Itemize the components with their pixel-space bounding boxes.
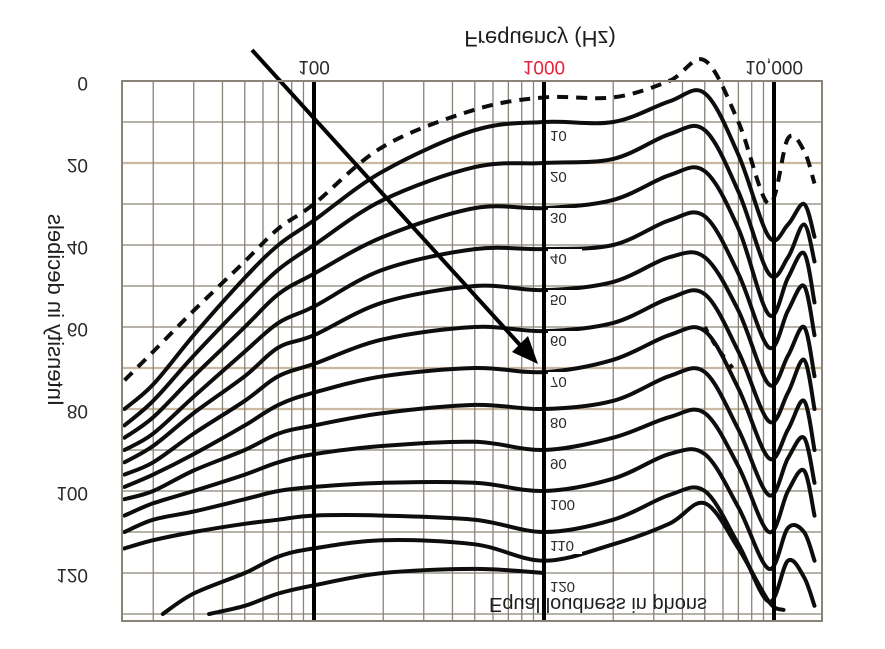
major-frequency-lines [312,81,776,621]
phon-label-bg [548,126,582,144]
y-tick-label: 0 [77,72,88,93]
y-tick-label: 100 [56,482,88,503]
phon-label: 60 [550,332,567,349]
phon-label-bg [548,290,582,308]
arrow-head-icon [512,336,538,364]
phon-label: 40 [550,250,567,267]
phon-label-bg [548,577,582,595]
y-tick-label: 80 [67,400,88,421]
curve-10-phon [122,88,817,411]
annotation-arrow [250,48,538,364]
x-axis-title: Frequency (Hz) [464,26,616,51]
phon-label: 110 [550,537,574,554]
phon-label-bg [548,372,582,390]
phon-label: 120 [550,578,575,595]
phon-label: 10 [550,127,567,144]
y-tick-label: 40 [67,236,88,257]
phon-label-bg [548,495,582,513]
x-tick-label: 100 [298,56,330,77]
phon-contour-labels: 10 20 30 40 50 60 70 80 90 100 110 120 [548,126,582,595]
phon-label-bg [548,454,582,472]
phon-label: 20 [550,168,567,185]
phon-label: 50 [550,291,567,308]
y-tick-label: 120 [56,564,88,585]
phon-label-bg [548,536,582,554]
y-tick-label: 20 [67,154,88,175]
phon-label: 30 [550,209,567,226]
phon-label: 100 [550,496,575,513]
phon-label: 80 [550,414,567,431]
phon-label-bg [548,331,582,349]
chart-title: Equal loudness in phons [489,593,707,615]
phon-label-bg [548,167,582,185]
plot-frame [121,80,823,622]
curve-50-phon [122,250,817,465]
phon-label: 70 [550,373,567,390]
x-tick-label: 1000 [523,56,565,77]
y-axis-title: Intensity in decibels [43,214,68,406]
phon-label: 90 [550,455,567,472]
x-tick-label: 10,000 [745,56,803,77]
curve-40-phon [122,210,817,452]
phon-label-bg [548,208,582,226]
loudness-curves [122,57,817,616]
phon-label-bg [548,249,582,267]
curve-90-phon [122,407,817,535]
y-tick-label: 60 [67,318,88,339]
chart-grid [122,80,822,621]
phon-label-bg [548,413,582,431]
arrow-shaft [250,48,522,347]
axis-labels: 100 1000 10,000 0 20 40 60 80 100 120 Frequency (H… [43,26,803,615]
curve-130-phon-partial- [207,566,546,616]
curve-120-phon [160,500,786,616]
